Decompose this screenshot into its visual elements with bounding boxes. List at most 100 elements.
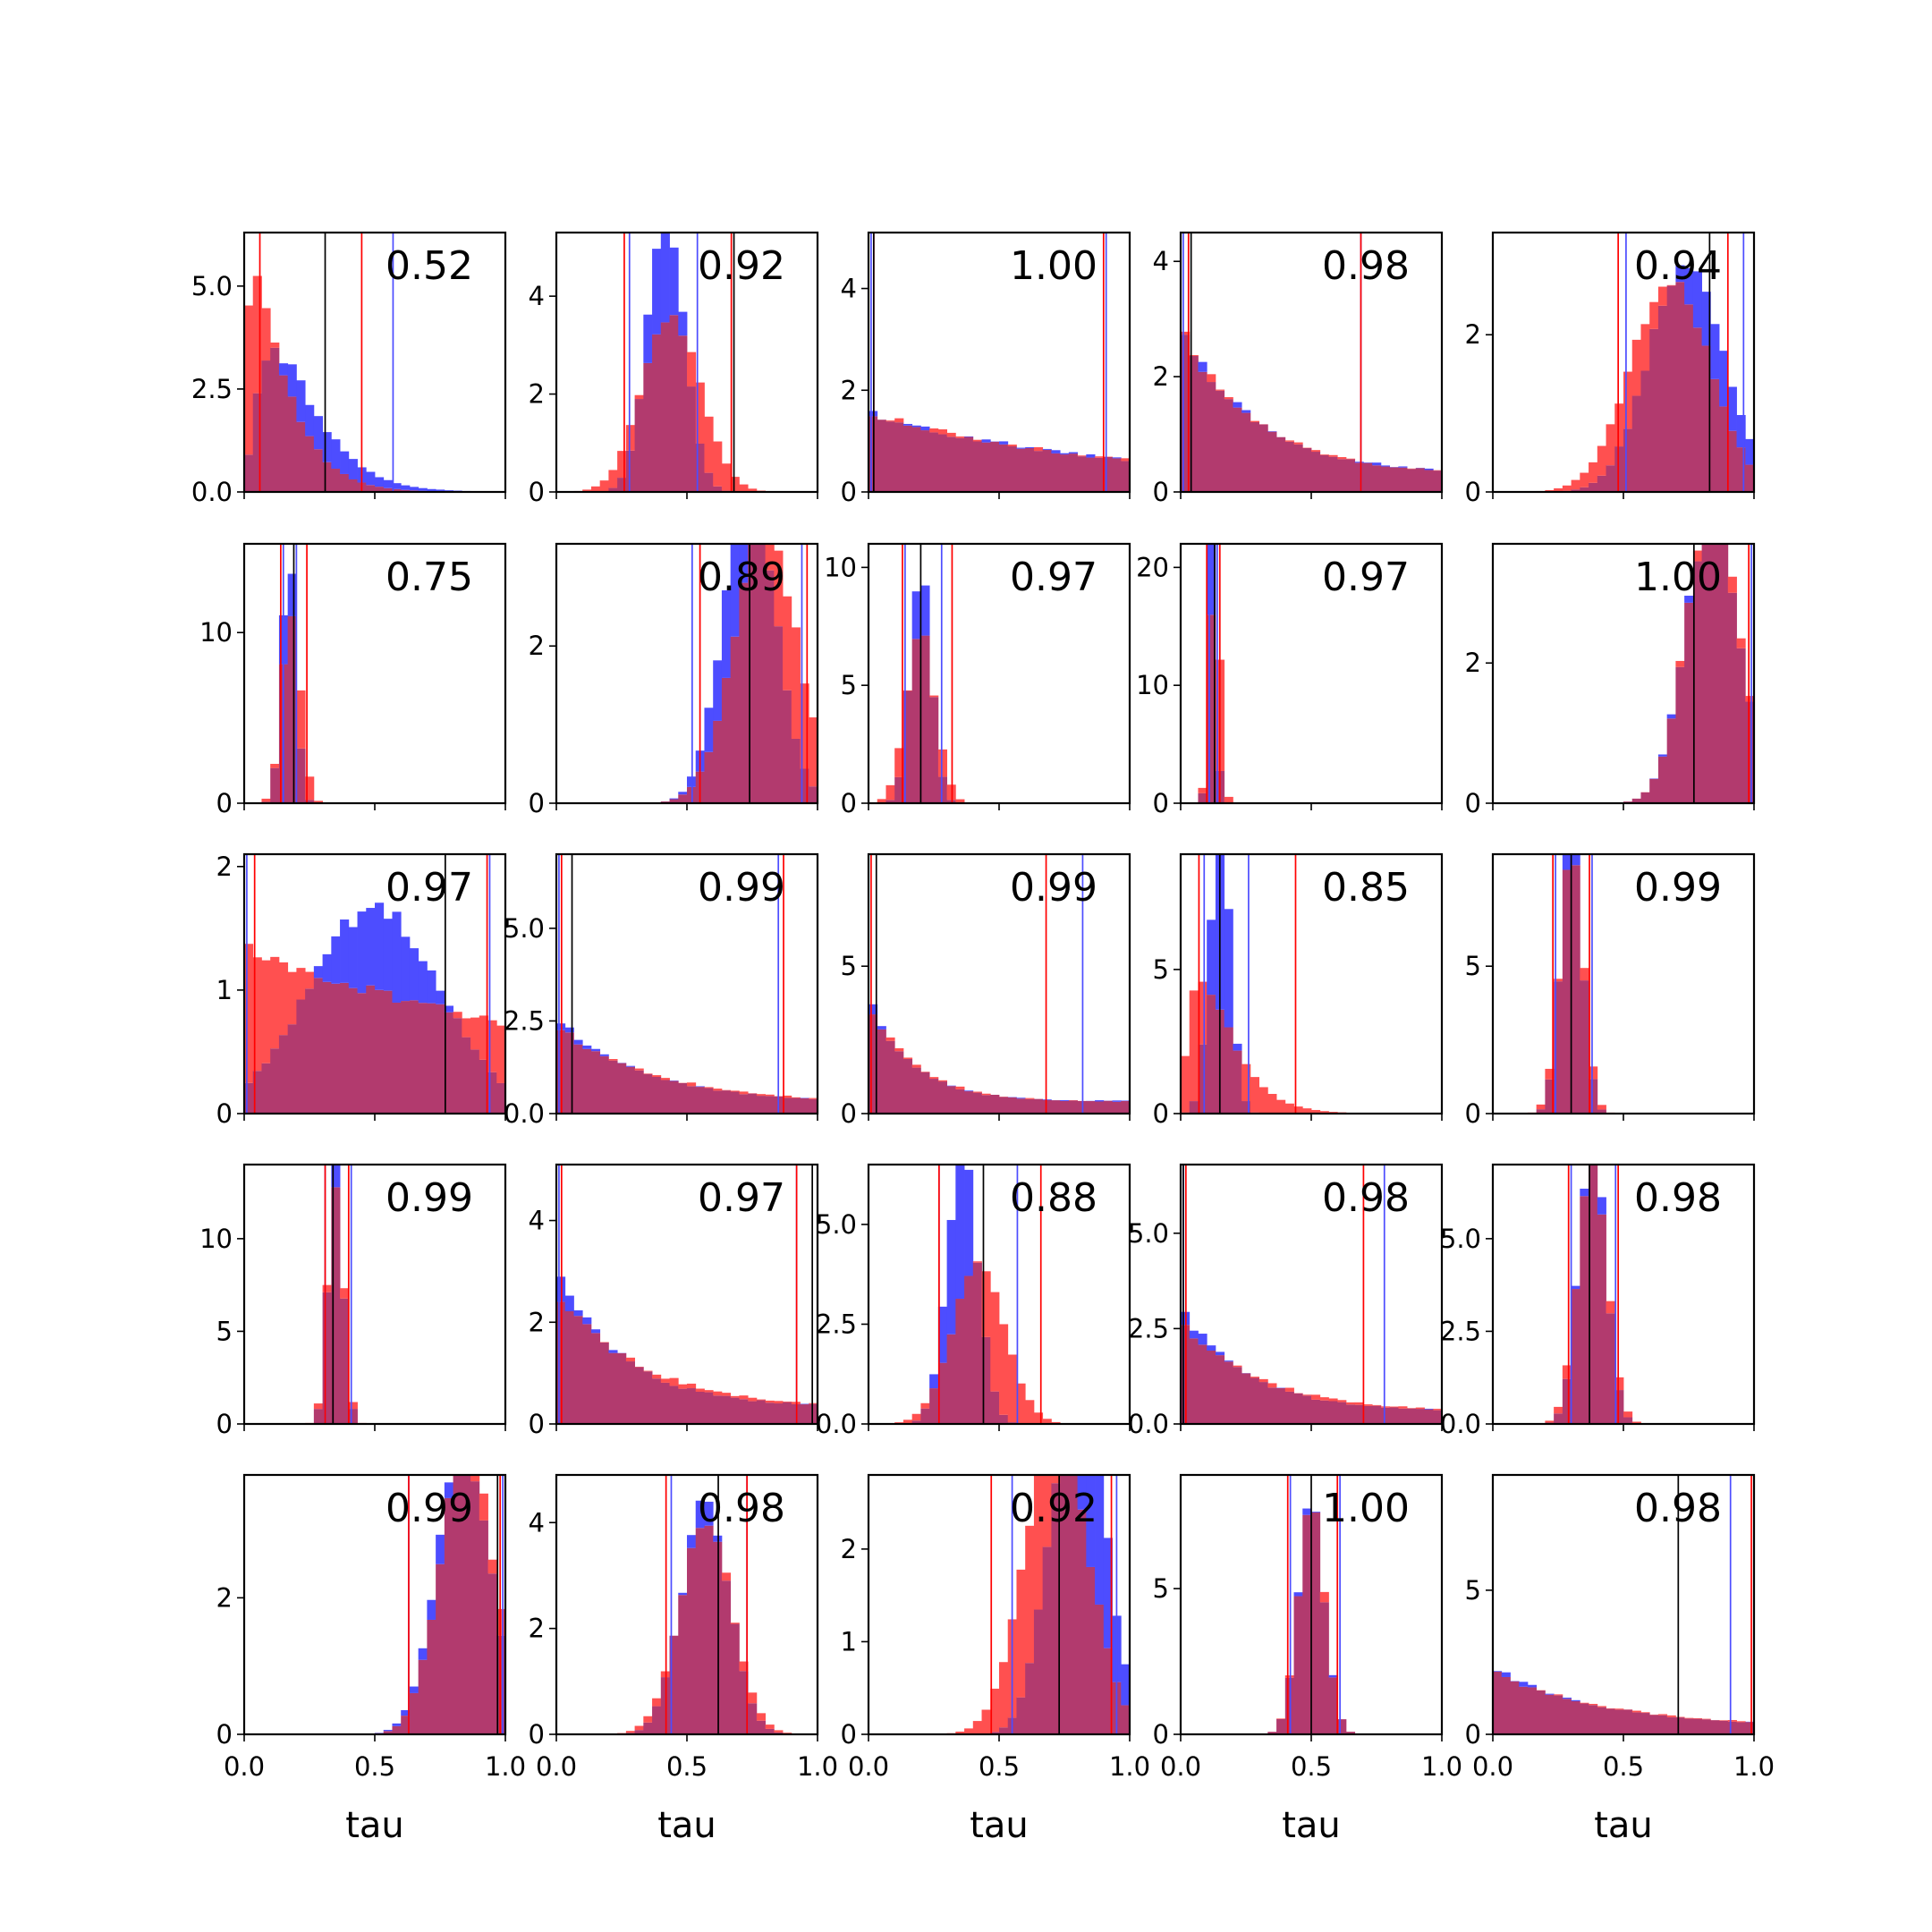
histogram-bar-red xyxy=(261,308,271,361)
histogram-bar-red xyxy=(1554,979,1563,982)
histogram-bar-overlap xyxy=(383,1731,393,1734)
histogram-bar-overlap xyxy=(765,1096,775,1114)
histogram-bar-overlap xyxy=(877,1029,886,1114)
histogram-bar-overlap xyxy=(1433,470,1443,492)
histogram-bar-red xyxy=(244,305,254,455)
histogram-bar-overlap xyxy=(886,421,895,492)
panel-value-label: 0.92 xyxy=(1010,1486,1097,1531)
histogram-bar-red xyxy=(1207,374,1216,383)
histogram-bar-overlap xyxy=(713,486,723,492)
histogram-bar-overlap xyxy=(625,1066,635,1114)
histogram-bar-red xyxy=(1380,1406,1390,1408)
histogram-bar-overlap xyxy=(1060,1100,1070,1114)
histogram-bar-red xyxy=(634,1725,644,1731)
histogram-bar-blue xyxy=(427,488,436,492)
histogram-bar-overlap xyxy=(1631,1712,1641,1734)
histogram-bar-overlap xyxy=(756,544,766,803)
histogram-bar-overlap xyxy=(1407,469,1417,492)
panel-value-label: 0.99 xyxy=(1010,865,1097,911)
histogram-bar-overlap xyxy=(1051,1100,1061,1114)
histogram-bar-overlap xyxy=(955,437,965,492)
y-tick-label: 2 xyxy=(529,1307,545,1337)
histogram-bar-red xyxy=(643,1370,653,1372)
histogram-bar-overlap xyxy=(1571,1700,1580,1734)
histogram-bar-blue xyxy=(409,487,419,491)
histogram-bar-overlap xyxy=(1710,544,1720,803)
histogram-bar-overlap xyxy=(1562,1378,1572,1424)
histogram-bar-red xyxy=(765,1400,775,1403)
histogram-bar-red xyxy=(634,394,644,400)
histogram-bar-red xyxy=(608,1059,618,1061)
histogram-bar-red xyxy=(1745,696,1755,702)
y-tick-label: 5.0 xyxy=(816,1209,857,1240)
histogram-bar-overlap xyxy=(313,978,323,1114)
histogram-bar-overlap xyxy=(331,983,341,1114)
histogram-bar-blue xyxy=(436,990,445,1004)
histogram-bar-blue xyxy=(409,948,419,1001)
histogram-panel: 0 2 4 1.00 xyxy=(841,231,1131,507)
histogram-bar-blue xyxy=(1025,447,1035,448)
histogram-bar-overlap xyxy=(972,441,982,492)
histogram-bar-overlap xyxy=(418,1659,428,1734)
histogram-bar-red xyxy=(1580,472,1589,487)
histogram-bar-red xyxy=(964,1728,974,1734)
histogram-bar-overlap xyxy=(678,794,688,803)
histogram-bar-red xyxy=(1016,1383,1026,1424)
histogram-bar-red xyxy=(599,480,609,492)
histogram-bar-overlap xyxy=(1224,1027,1233,1114)
y-tick-label: 2 xyxy=(841,375,857,405)
histogram-bar-overlap xyxy=(1631,798,1641,803)
histogram-bar-overlap xyxy=(1025,447,1035,492)
histogram-bar-overlap xyxy=(774,626,784,803)
histogram-bar-overlap xyxy=(366,485,376,492)
histogram-bar-overlap xyxy=(487,1072,497,1114)
histogram-bar-blue xyxy=(625,1065,635,1067)
histogram-bar-red xyxy=(1545,489,1555,492)
histogram-bar-overlap xyxy=(453,1018,462,1114)
histogram-bar-red xyxy=(1319,454,1329,455)
histogram-bar-overlap xyxy=(1345,1404,1356,1424)
histogram-bar-overlap xyxy=(1311,1399,1321,1424)
histogram-bar-overlap xyxy=(1380,1407,1390,1424)
histogram-bar-overlap xyxy=(894,422,904,492)
histogram-bar-overlap xyxy=(1606,1708,1615,1734)
histogram-bar-overlap xyxy=(1302,1514,1312,1734)
histogram-bar-overlap xyxy=(582,1324,592,1424)
y-tick-label: 2.5 xyxy=(816,1309,857,1339)
histogram-bar-blue xyxy=(652,249,662,335)
histogram-bar-red xyxy=(704,1087,714,1089)
histogram-bar-overlap xyxy=(1614,1709,1624,1734)
histogram-bar-red xyxy=(999,1662,1009,1728)
histogram-bar-overlap xyxy=(1745,464,1755,492)
histogram-bar-overlap xyxy=(427,1619,436,1734)
histogram-bar-blue xyxy=(444,490,453,492)
histogram-panel: 0 10 20 0.97 xyxy=(1136,542,1444,818)
histogram-bar-red xyxy=(721,463,732,491)
histogram-bar-overlap xyxy=(1319,454,1329,492)
histogram-bar-red xyxy=(1675,1716,1685,1718)
histogram-bar-overlap xyxy=(1407,1408,1417,1424)
histogram-bar-overlap xyxy=(409,1000,419,1114)
histogram-bar-red xyxy=(1250,1077,1259,1113)
x-axis-label: tau xyxy=(1282,1805,1341,1846)
y-tick-label: 2 xyxy=(529,1614,545,1644)
histogram-bar-blue xyxy=(981,439,991,443)
histogram-bar-red xyxy=(1606,424,1615,466)
histogram-bar-blue xyxy=(1060,453,1070,455)
histogram-bar-red xyxy=(496,1025,506,1083)
histogram-bar-overlap xyxy=(713,720,723,803)
histogram-bar-red xyxy=(713,1089,723,1091)
histogram-bar-overlap xyxy=(981,1095,991,1114)
histogram-bar-overlap xyxy=(401,1001,411,1114)
histogram-bar-red xyxy=(1580,1702,1589,1704)
histogram-bar-overlap xyxy=(937,1081,947,1114)
histogram-bar-overlap xyxy=(765,1728,775,1734)
histogram-bar-red xyxy=(911,1064,921,1068)
histogram-bar-red xyxy=(1536,1104,1546,1110)
histogram-bar-red xyxy=(1293,1106,1303,1114)
histogram-bar-overlap xyxy=(981,1336,991,1424)
histogram-bar-red xyxy=(1433,1409,1443,1411)
histogram-bar-red xyxy=(1311,450,1321,453)
histogram-bar-red xyxy=(929,695,939,698)
histogram-bar-blue xyxy=(1241,410,1251,413)
